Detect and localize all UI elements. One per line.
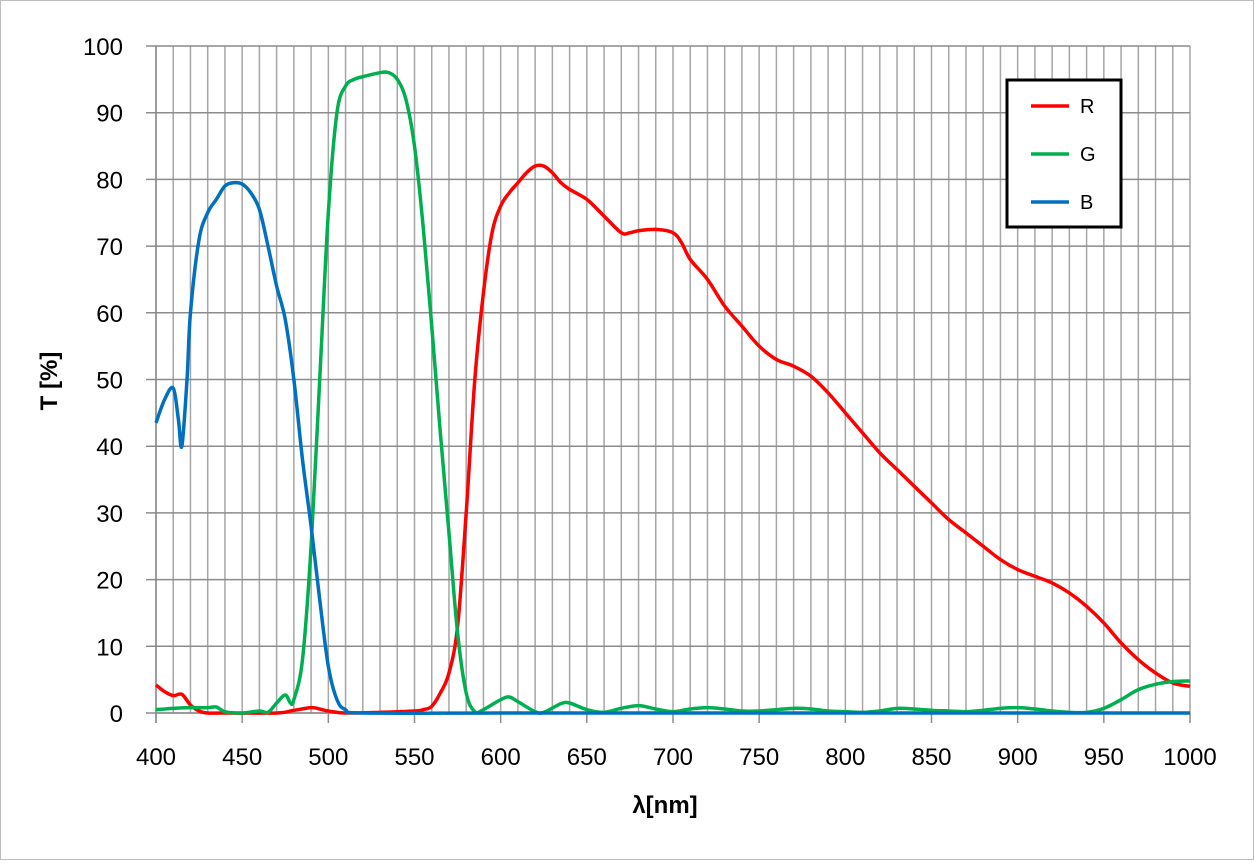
y-axis-ticks: 0 10 20 30 40 50 60 70 80 90 100: [83, 34, 123, 728]
x-tick-label: 1000: [1163, 744, 1216, 771]
x-axis-label: λ[nm]: [632, 792, 697, 819]
x-tick-label: 600: [481, 744, 521, 771]
series-line-b: [154, 180, 1190, 715]
y-tick-label: 50: [96, 368, 123, 395]
x-tick-label: 650: [567, 744, 607, 771]
x-tick-label: 850: [911, 744, 951, 771]
legend-label-b: B: [1080, 192, 1093, 214]
y-tick-label: 10: [96, 634, 123, 661]
y-tick-label: 40: [96, 434, 123, 461]
series-lines: [154, 70, 1191, 715]
grid: [146, 45, 1191, 723]
x-tick-label: 750: [739, 744, 779, 771]
x-tick-label: 550: [394, 744, 434, 771]
y-tick-label: 100: [83, 34, 123, 61]
legend: R G B: [1005, 78, 1123, 229]
y-tick-label: 70: [96, 234, 123, 261]
x-tick-label: 800: [825, 744, 865, 771]
x-tick-label: 700: [653, 744, 693, 771]
x-tick-label: 450: [222, 744, 262, 771]
legend-label-g: G: [1080, 144, 1096, 166]
y-tick-label: 60: [96, 301, 123, 328]
y-axis-label: T [%]: [36, 352, 63, 411]
x-tick-label: 400: [136, 744, 176, 771]
y-tick-label: 80: [96, 167, 123, 194]
y-tick-label: 90: [96, 101, 123, 128]
y-tick-label: 0: [110, 701, 123, 728]
legend-label-r: R: [1080, 96, 1094, 118]
x-axis-ticks: 400 450 500 550 600 650 700 750 800 850 900 950 1000: [136, 744, 1217, 771]
x-tick-label: 900: [998, 744, 1038, 771]
series-line-r: [154, 163, 1191, 715]
y-tick-label: 20: [96, 568, 123, 595]
x-tick-label: 950: [1084, 744, 1124, 771]
x-tick-label: 500: [308, 744, 348, 771]
y-tick-label: 30: [96, 501, 123, 528]
